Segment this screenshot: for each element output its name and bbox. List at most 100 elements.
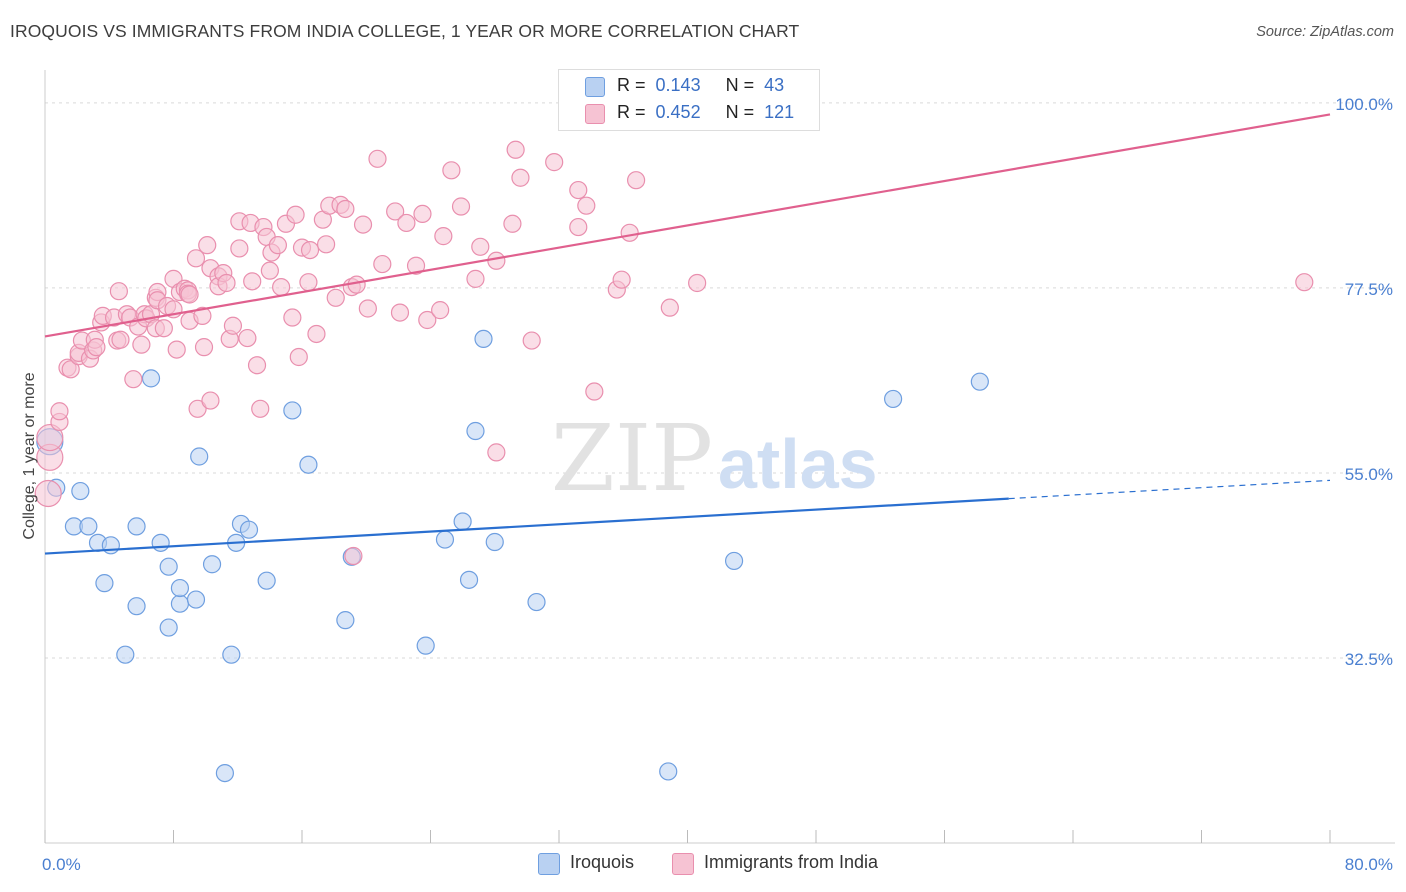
data-point [198, 236, 217, 255]
data-point [190, 447, 209, 466]
data-point [397, 213, 416, 233]
data-point [373, 254, 392, 274]
data-point [386, 202, 405, 221]
x-tick-label: 80.0% [1345, 855, 1393, 874]
data-point [435, 530, 455, 549]
data-point [299, 455, 318, 474]
data-point [300, 240, 320, 260]
data-point [569, 217, 588, 237]
trend-lines [44, 113, 1331, 555]
data-point [251, 399, 270, 418]
r-value: 0.452 [655, 102, 701, 122]
data-point [201, 391, 220, 410]
n-label: N = [725, 75, 755, 95]
data-point [116, 645, 135, 664]
data-point [101, 536, 120, 555]
india-swatch [672, 853, 694, 875]
y-tick-labels: 32.5% 55.0% 77.5% 100.0% [1335, 95, 1393, 669]
data-point [487, 251, 506, 270]
data-point [612, 270, 631, 289]
data-point [527, 592, 546, 612]
data-point [260, 261, 279, 280]
data-point [61, 360, 80, 379]
y-axis-title: College, 1 year or more [21, 372, 38, 539]
data-point [471, 237, 490, 256]
data-point [194, 338, 214, 357]
data-point [268, 236, 288, 255]
iroquois-swatch [538, 853, 560, 875]
data-point [124, 370, 143, 389]
data-point [883, 389, 903, 409]
n-label: N = [725, 102, 755, 122]
y-tick-label: 32.5% [1345, 650, 1393, 669]
data-point [459, 570, 479, 589]
data-point [453, 512, 472, 531]
data-point [272, 277, 291, 297]
data-point [503, 214, 522, 233]
data-point [186, 590, 206, 609]
data-point [487, 443, 506, 462]
data-point [620, 223, 639, 242]
bottom-legend-label: Immigrants from India [704, 852, 879, 872]
data-point [141, 369, 161, 388]
legend-text: R = 0.143 N = 43 [617, 75, 784, 96]
watermark: ZIP atlas [551, 405, 878, 512]
data-point [466, 269, 485, 288]
x-tick-labels: 0.0% 80.0% [42, 855, 1393, 874]
source-credit: Source: ZipAtlas.com [1256, 24, 1394, 40]
data-point [724, 551, 744, 571]
data-point [474, 329, 493, 349]
r-label: R = [617, 75, 646, 95]
data-point [506, 140, 525, 159]
data-point [170, 594, 190, 613]
data-point [970, 372, 989, 391]
y-tick-label: 55.0% [1345, 465, 1393, 484]
data-point [336, 611, 355, 630]
data-point [431, 301, 450, 320]
data-point [307, 324, 326, 344]
data-point [368, 149, 387, 168]
gridlines [45, 102, 1395, 659]
data-point [358, 299, 377, 318]
stats-legend: R = 0.143 N = 43 R = 0.452 N = 121 [558, 69, 820, 131]
n-value: 121 [764, 102, 795, 122]
watermark-atlas: atlas [718, 425, 878, 503]
data-point [485, 532, 504, 552]
data-point [79, 517, 98, 536]
data-point [247, 356, 267, 375]
iroquois-trend-line [44, 497, 1009, 555]
data-point [109, 282, 128, 301]
legend-text: R = 0.452 N = 121 [617, 102, 794, 123]
data-point [239, 520, 259, 539]
data-point [34, 479, 62, 508]
data-point [170, 578, 190, 598]
iroquois-trend-extension [1008, 479, 1331, 500]
data-point [159, 618, 178, 637]
india-trend-line [44, 113, 1331, 338]
iroquois-swatch [585, 77, 605, 97]
y-tick-label: 77.5% [1345, 280, 1393, 299]
data-point [326, 288, 345, 307]
data-point [127, 597, 146, 616]
watermark-zip: ZIP [551, 405, 713, 512]
data-point [353, 215, 373, 234]
data-point [71, 481, 90, 501]
data-point [50, 402, 69, 421]
data-point [230, 239, 249, 258]
data-point [416, 636, 435, 655]
data-point [451, 197, 471, 216]
bottom-legend-label: Iroquois [570, 852, 635, 872]
data-point [243, 272, 262, 291]
data-point [188, 399, 207, 418]
data-point [466, 421, 485, 441]
data-point [418, 310, 437, 330]
data-point [660, 298, 679, 317]
y-tick-label: 100.0% [1335, 95, 1393, 114]
data-point [434, 227, 453, 246]
data-point [626, 171, 646, 190]
data-point [283, 401, 302, 420]
data-point [217, 273, 236, 293]
data-point [299, 273, 318, 292]
data-point [257, 571, 276, 590]
data-point [336, 199, 355, 219]
